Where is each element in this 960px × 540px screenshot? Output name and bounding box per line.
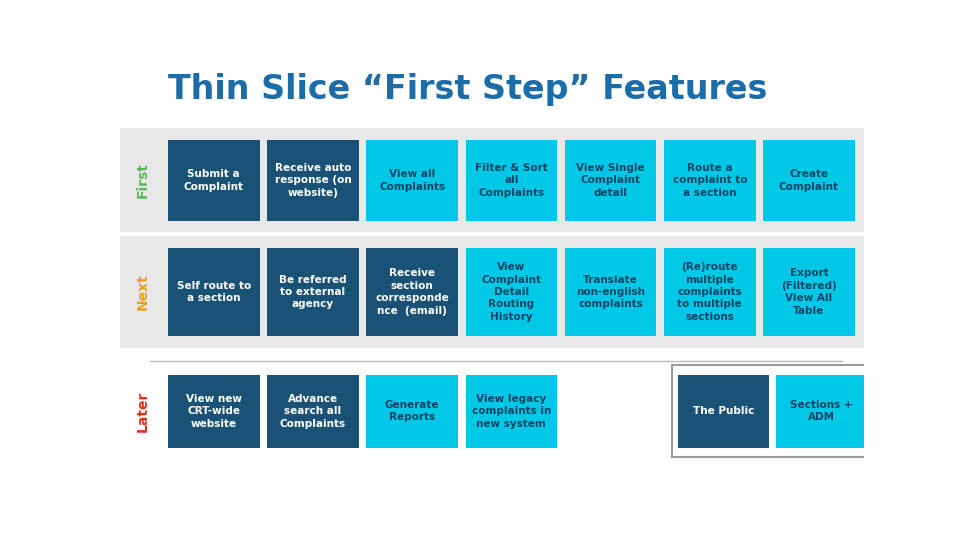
- Text: View
Complaint
Detail
Routing
History: View Complaint Detail Routing History: [481, 262, 541, 322]
- Bar: [466, 248, 557, 336]
- Text: View new
CRT-wide
website: View new CRT-wide website: [186, 394, 242, 429]
- Bar: [763, 248, 854, 336]
- Text: Next: Next: [136, 274, 151, 310]
- Text: View Single
Complaint
detail: View Single Complaint detail: [576, 163, 645, 198]
- Bar: [776, 375, 867, 448]
- Bar: [664, 248, 756, 336]
- Bar: [466, 140, 557, 221]
- Text: View legacy
complaints in
new system: View legacy complaints in new system: [471, 394, 551, 429]
- Text: Filter & Sort
all
Complaints: Filter & Sort all Complaints: [475, 163, 548, 198]
- Text: The Public: The Public: [693, 406, 755, 416]
- Bar: [678, 375, 770, 448]
- Bar: [168, 375, 259, 448]
- Bar: [267, 248, 359, 336]
- Bar: [367, 140, 458, 221]
- Text: Self route to
a section: Self route to a section: [177, 281, 251, 303]
- Bar: [367, 248, 458, 336]
- Text: Thin Slice “First Step” Features: Thin Slice “First Step” Features: [168, 72, 767, 105]
- Bar: [564, 248, 657, 336]
- Text: Submit a
Complaint: Submit a Complaint: [183, 169, 244, 192]
- Bar: [672, 366, 878, 457]
- Text: Receive auto
response (on
website): Receive auto response (on website): [275, 163, 351, 198]
- Text: First: First: [136, 163, 151, 198]
- Text: Later: Later: [136, 390, 151, 432]
- Text: (Re)route
multiple
complaints
to multiple
sections: (Re)route multiple complaints to multipl…: [678, 262, 742, 322]
- Text: Create
Complaint: Create Complaint: [779, 169, 839, 192]
- Bar: [763, 140, 854, 221]
- Bar: [466, 375, 557, 448]
- Bar: [664, 140, 756, 221]
- Text: Sections +
ADM: Sections + ADM: [790, 400, 852, 422]
- Bar: [168, 248, 259, 336]
- Text: Receive
section
corresponde
nce  (email): Receive section corresponde nce (email): [375, 268, 449, 315]
- Bar: [367, 375, 458, 448]
- Text: Translate
non-english
complaints: Translate non-english complaints: [576, 274, 645, 309]
- Bar: [267, 375, 359, 448]
- Text: View all
Complaints: View all Complaints: [379, 169, 445, 192]
- Text: Route a
complaint to
a section: Route a complaint to a section: [673, 163, 747, 198]
- Bar: [120, 236, 864, 348]
- Bar: [267, 140, 359, 221]
- Bar: [168, 140, 259, 221]
- Text: Generate
Reports: Generate Reports: [385, 400, 440, 422]
- Bar: [120, 129, 864, 232]
- Text: Export
(Filtered)
View All
Table: Export (Filtered) View All Table: [781, 268, 837, 315]
- Bar: [564, 140, 657, 221]
- Text: Advance
search all
Complaints: Advance search all Complaints: [280, 394, 346, 429]
- Text: Be referred
to external
agency: Be referred to external agency: [279, 274, 347, 309]
